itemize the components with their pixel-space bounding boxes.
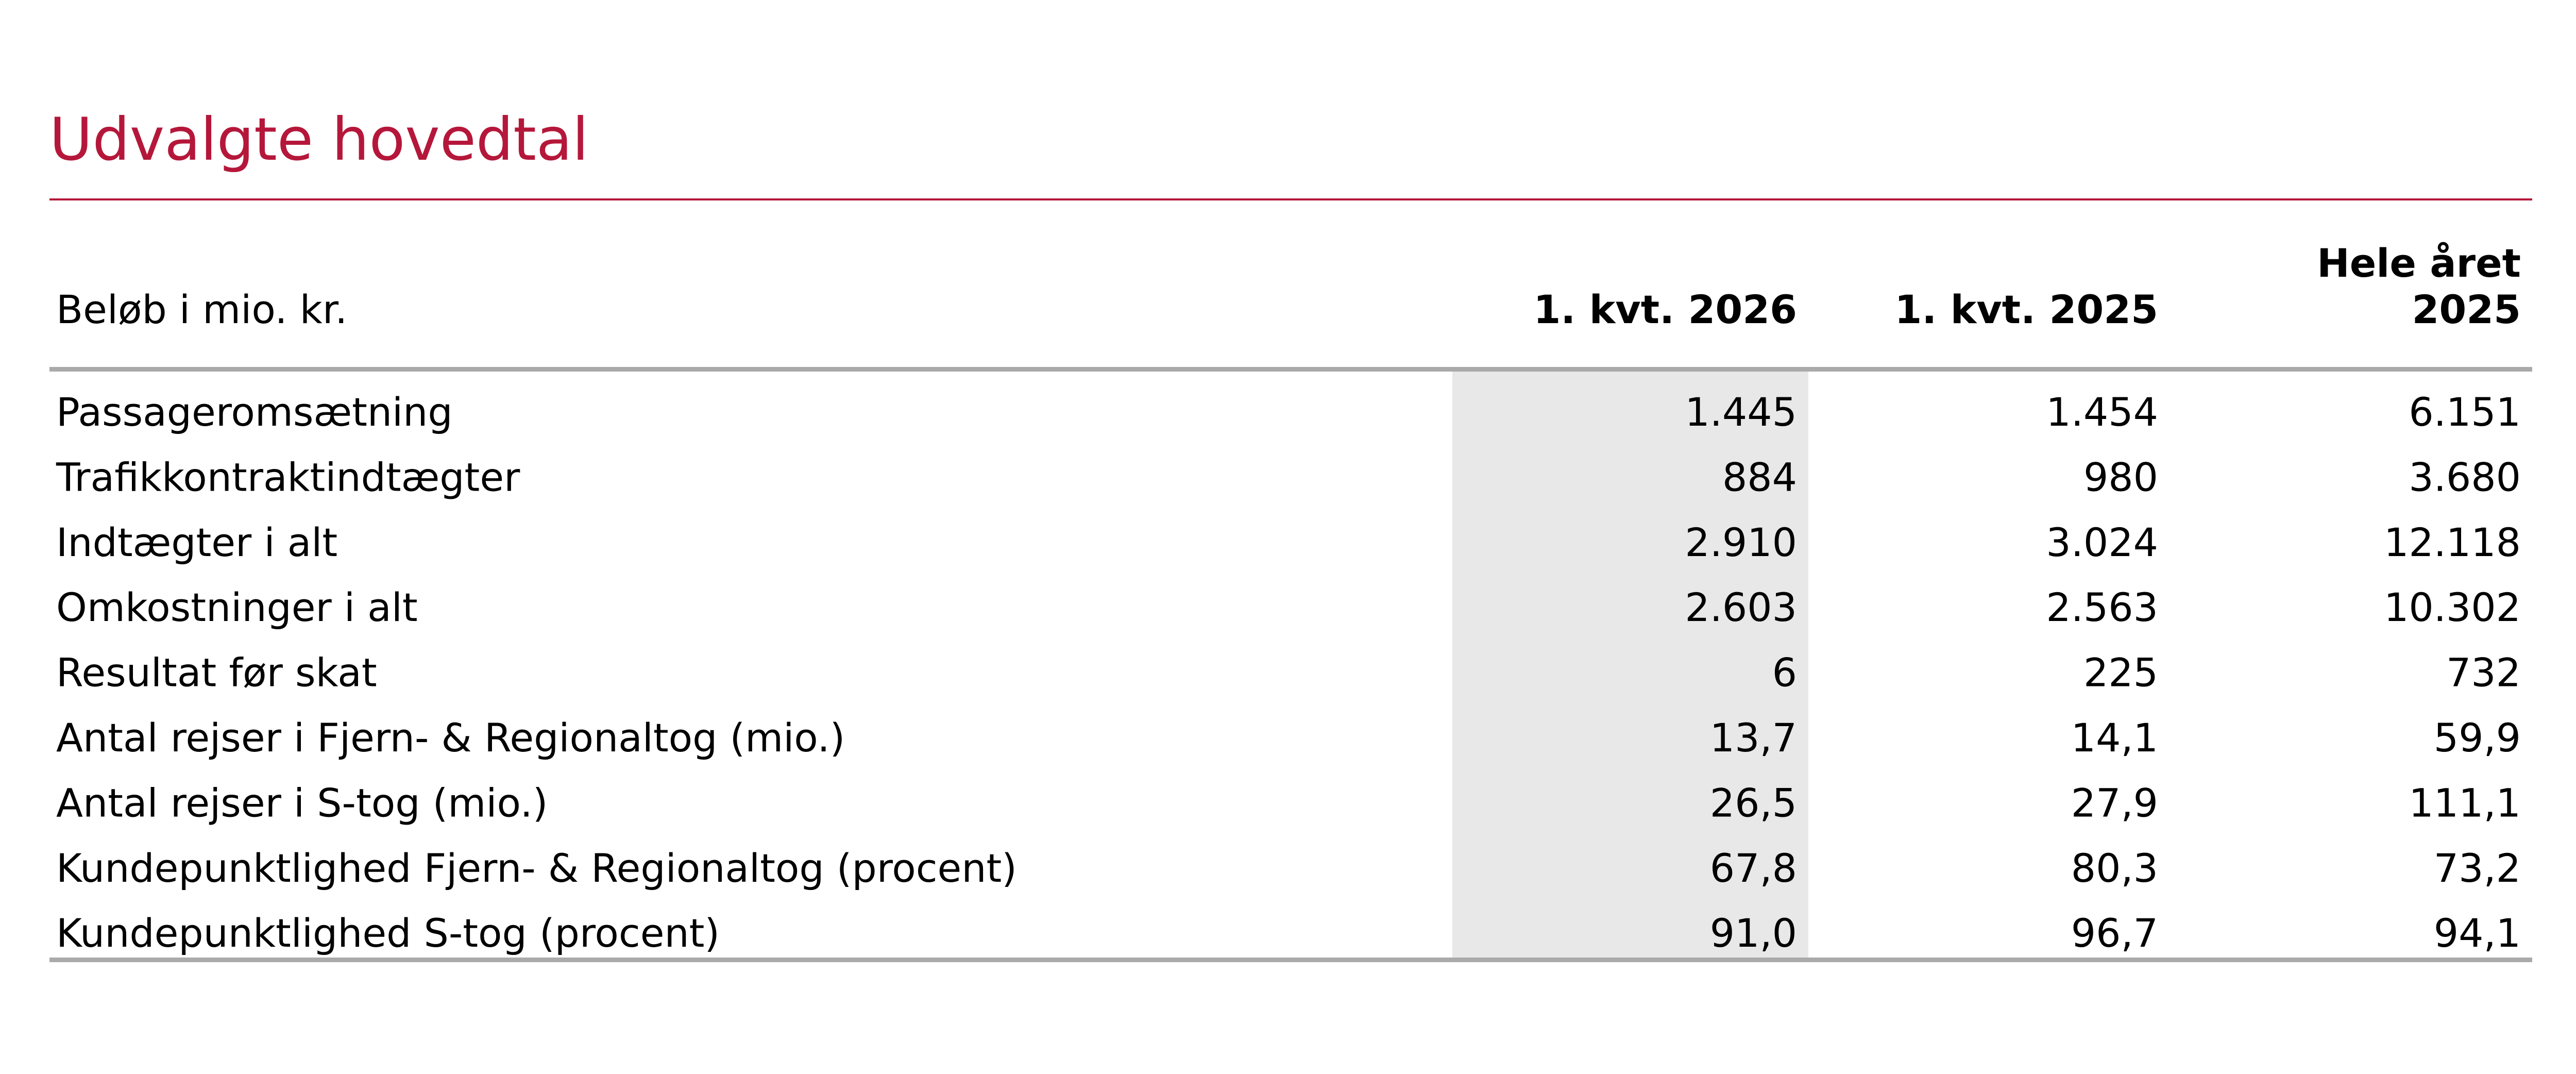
cell-value: 1.445: [1685, 389, 1797, 435]
cell-value: 67,8: [1710, 845, 1797, 891]
row-label: Antal rejser i Fjern- & Regionaltog (mio…: [56, 715, 845, 761]
cell-value: 12.118: [2384, 519, 2521, 565]
cell-value: 6: [1772, 650, 1797, 696]
row-label: Resultat før skat: [56, 650, 377, 696]
cell-value: 980: [2083, 454, 2158, 500]
cell-value: 2.563: [2046, 584, 2158, 630]
header-rule: [49, 367, 2532, 372]
cell-value: 884: [1722, 454, 1797, 500]
cell-value: 27,9: [2071, 780, 2158, 826]
cell-value: 1.454: [2046, 389, 2158, 435]
title: Udvalgte hovedtal: [49, 105, 588, 174]
cell-value: 80,3: [2071, 845, 2158, 891]
row-label: Omkostninger i alt: [56, 584, 418, 630]
cell-value: 225: [2083, 650, 2158, 696]
column-header: 1. kvt. 2025: [1895, 287, 2158, 332]
cell-value: 6.151: [2409, 389, 2521, 435]
column-header: 1. kvt. 2026: [1534, 287, 1797, 332]
cell-value: 732: [2446, 650, 2521, 696]
row-label: Trafikkontraktindtægter: [56, 454, 520, 500]
row-label: Kundepunktlighed S-tog (procent): [56, 910, 720, 956]
row-label: Antal rejser i S-tog (mio.): [56, 780, 548, 826]
row-label: Passageromsætning: [56, 389, 453, 435]
header-label: Beløb i mio. kr.: [56, 287, 347, 332]
cell-value: 111,1: [2409, 780, 2521, 826]
cell-value: 2.910: [1685, 519, 1797, 565]
cell-value: 26,5: [1710, 780, 1797, 826]
cell-value: 91,0: [1710, 910, 1797, 956]
cell-value: 59,9: [2434, 715, 2521, 761]
row-label: Kundepunktlighed Fjern- & Regionaltog (p…: [56, 845, 1017, 891]
row-label: Indtægter i alt: [56, 519, 337, 565]
column-header: 2025: [2412, 287, 2521, 332]
cell-value: 14,1: [2071, 715, 2158, 761]
highlight-column: [1452, 370, 1808, 960]
cell-value: 94,1: [2434, 910, 2521, 956]
cell-value: 73,2: [2434, 845, 2521, 891]
cell-value: 10.302: [2384, 584, 2521, 630]
title-rule: [49, 198, 2532, 200]
cell-value: 3.024: [2046, 519, 2158, 565]
cell-value: 96,7: [2071, 910, 2158, 956]
cell-value: 2.603: [1685, 584, 1797, 630]
column-header: Hele året: [2317, 240, 2521, 286]
cell-value: 3.680: [2409, 454, 2521, 500]
bottom-rule: [49, 958, 2532, 962]
cell-value: 13,7: [1710, 715, 1797, 761]
